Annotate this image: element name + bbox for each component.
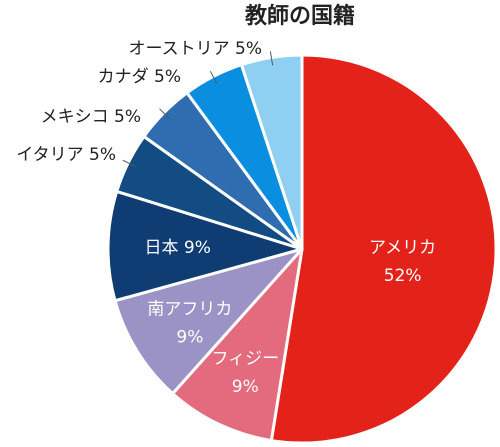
leader-line-5 xyxy=(159,108,170,119)
slice-label-1: フィジー xyxy=(211,349,279,369)
slice-label-outside-4: イタリア 5% xyxy=(16,145,116,165)
slice-label-0: アメリカ xyxy=(369,238,436,258)
pie-slice-3 xyxy=(106,189,304,303)
slice-value-0: 52% xyxy=(384,266,422,286)
pie-labels: アメリカ 52% フィジー 9% 南アフリカ 9% 日本 9% イタリア 5% メキシコ 5% カ… xyxy=(16,39,436,397)
slice-label-outside-5: メキシコ 5% xyxy=(41,107,141,127)
leader-line-4 xyxy=(122,159,136,167)
slice-label-3: 日本 9% xyxy=(145,238,211,258)
chart-title: 教師の国籍 xyxy=(245,3,355,29)
slice-label-2: 南アフリカ xyxy=(147,300,232,320)
pie-slice-1 xyxy=(171,247,304,443)
slice-value-1: 9% xyxy=(232,377,259,397)
slice-value-2: 9% xyxy=(176,328,203,348)
slice-label-outside-6: カナダ 5% xyxy=(98,67,181,87)
pie-slice-2 xyxy=(113,247,304,396)
pie-slice-0 xyxy=(269,53,498,445)
leader-line-7 xyxy=(269,51,274,66)
slice-label-outside-7: オーストリア 5% xyxy=(128,39,262,59)
leader-line-6 xyxy=(209,70,218,84)
